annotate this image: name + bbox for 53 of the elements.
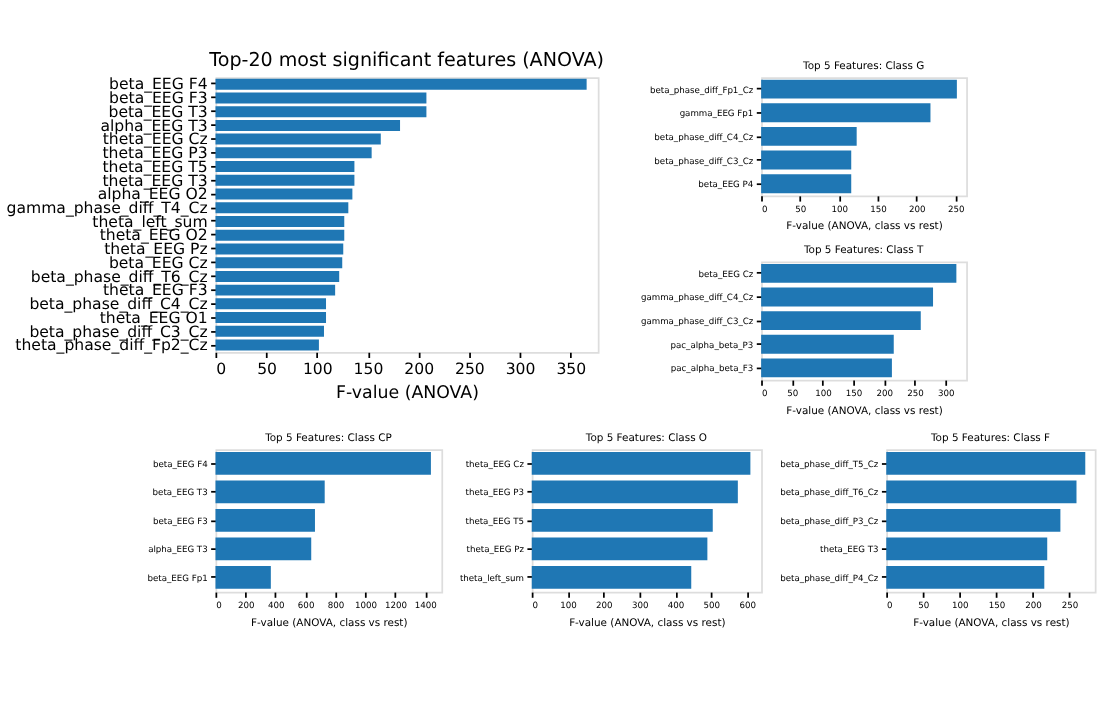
bar [215, 480, 325, 504]
x-tick-label: 100 [302, 359, 333, 378]
bar [761, 263, 957, 283]
bar [761, 287, 934, 307]
y-tick-label: theta_EEG T3 [102, 171, 208, 190]
y-tick-label: gamma_phase_diff_T4_Cz [6, 198, 208, 217]
x-tick-label: 300 [505, 359, 536, 378]
bar [215, 537, 312, 561]
bar [761, 334, 894, 354]
bar [531, 452, 751, 475]
bar [215, 566, 271, 589]
bar [761, 126, 857, 146]
y-tick-label: beta_EEG T3 [108, 102, 208, 121]
x-tick-label: 250 [454, 359, 485, 378]
bar [761, 174, 852, 194]
bar [761, 311, 921, 331]
bar [761, 79, 957, 99]
y-tick-label: beta_EEG F3 [109, 89, 208, 108]
bar [886, 452, 1086, 475]
y-tick-label: theta_EEG P3 [102, 144, 208, 163]
x-tick-label: 350 [556, 359, 587, 378]
bar [215, 452, 431, 475]
bar [886, 537, 1048, 561]
x-axis-title: F-value (ANOVA) [336, 383, 479, 404]
bar [886, 509, 1061, 532]
bar [215, 509, 315, 532]
chart-title: Top-20 most significant features (ANOVA) [207, 49, 604, 72]
x-tick-label: 200 [404, 359, 435, 378]
y-tick-label: beta_phase_diff_T6_Cz [30, 267, 208, 286]
y-tick-label: theta_EEG Cz [102, 130, 208, 149]
y-tick-label: beta_phase_diff_C3_Cz [29, 322, 208, 341]
y-tick-label: theta_EEG Pz [104, 240, 208, 259]
y-tick-label: theta_EEG O2 [99, 226, 208, 245]
bar [531, 480, 738, 504]
x-tick-label: 50 [257, 359, 278, 378]
x-tick-label: 0 [216, 359, 227, 378]
y-tick-label: alpha_EEG O2 [97, 185, 208, 204]
y-tick-label: theta_EEG T5 [102, 157, 208, 176]
bar [761, 358, 892, 378]
bar [886, 480, 1077, 504]
y-tick-label: beta_EEG F4 [109, 75, 208, 94]
bar [761, 103, 931, 123]
bar [531, 537, 708, 561]
y-tick-label: theta_phase_diff_Fp2_Cz [15, 336, 208, 355]
y-tick-label: theta_left_sum [92, 212, 208, 231]
bar [531, 566, 692, 589]
y-tick-label: alpha_EEG T3 [100, 116, 208, 135]
bar [531, 509, 713, 532]
y-tick-label: beta_phase_diff_C4_Cz [29, 295, 208, 314]
x-tick-label: 150 [353, 359, 384, 378]
bar [886, 566, 1045, 589]
y-tick-label: beta_EEG Cz [108, 253, 208, 272]
bar [761, 150, 852, 170]
